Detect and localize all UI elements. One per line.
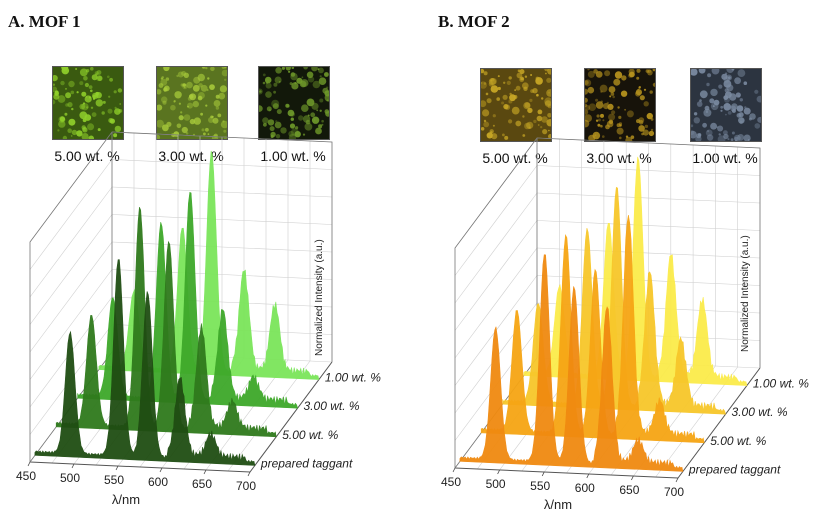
mof1-xtick-mark [247, 471, 251, 477]
mof1-xtick-label: 650 [192, 477, 212, 491]
mof1-xtick-label: 500 [60, 471, 80, 485]
mof2-xtick-mark [586, 473, 590, 479]
mof1-xtick-label: 700 [236, 479, 256, 493]
mof2-image-label-1wt: 1.00 wt. % [692, 150, 758, 166]
mof1-image-3wt [156, 66, 228, 140]
mof1-image-label-5wt: 5.00 wt. % [54, 148, 120, 164]
mof1-sidewall-grid [29, 159, 113, 270]
mof1-series-label: 5.00 wt. % [282, 428, 338, 442]
mof2-xtick-label: 450 [441, 475, 461, 489]
mof1-image-label-3wt: 3.00 wt. % [158, 148, 224, 164]
mof2-spectrum-5-00-wt- [480, 214, 705, 444]
mof2-backwall-hgrid [536, 192, 761, 204]
mof1-image-label-1wt: 1.00 wt. % [260, 148, 326, 164]
mof1-series-label: prepared taggant [260, 456, 353, 470]
mof2-backwall-hgrid [536, 220, 761, 231]
mof1-backwall-hgrid [111, 241, 333, 253]
mof2-xtick-label: 650 [619, 483, 639, 497]
mof1-sidewall-grid [29, 241, 113, 353]
mof1-backwall-hgrid [111, 214, 333, 225]
mof2-xtick-label: 550 [530, 479, 550, 493]
mof2-series-label: prepared taggant [688, 462, 781, 476]
mof2-zaxis-label: Normalized Intensity (a.u.) [740, 235, 751, 352]
panel-b-title: B. MOF 2 [438, 12, 510, 31]
mof1-backwall-hgrid [111, 269, 333, 280]
mof2-xtick-mark [452, 467, 456, 473]
mof1-image-5wt [52, 66, 124, 140]
mof2-image-5wt [480, 68, 552, 142]
mof2-floor-grid [633, 365, 716, 477]
mof2-series-label: 1.00 wt. % [753, 377, 809, 391]
mof1-xtick-label: 450 [16, 469, 36, 483]
mof2-sidewall-grid [454, 165, 538, 276]
mof2-floor-grid [655, 366, 738, 478]
mof2-xaxis-label: λ/nm [544, 497, 572, 512]
mof2-xtick-mark [631, 475, 634, 481]
mof2-sidewall-grid [454, 247, 538, 359]
mof2-sidewall-grid [454, 220, 538, 331]
mof1-backwall-hgrid [111, 159, 333, 170]
mof1-sidewall-grid [29, 186, 113, 298]
mof2-backwall-hgrid [536, 247, 761, 259]
mof2-spectrum-prepared-taggant [459, 254, 684, 472]
mof2-series-label: 5.00 wt. % [710, 434, 766, 448]
mof2-sidewall-grid [454, 192, 538, 304]
mof1-spectrum-3-00-wt- [77, 191, 299, 409]
mof2-image-1wt [690, 68, 762, 142]
mof2-xtick-mark [497, 469, 500, 475]
mof1-spectrum-1-00-wt- [98, 150, 320, 380]
mof1-sidewall-grid [29, 214, 113, 325]
mof1-series-label: 3.00 wt. % [304, 399, 360, 413]
mof1-xtick-mark [27, 461, 31, 467]
mof2-xtick-mark [675, 477, 679, 483]
mof1-xtick-mark [203, 469, 207, 475]
mof1-xtick-mark [115, 465, 119, 471]
mof2-spectrum-3-00-wt- [502, 186, 727, 415]
mof1-xtick-label: 550 [104, 473, 124, 487]
mof2-image-label-5wt: 5.00 wt. % [482, 150, 548, 166]
mof2-spectrum-1-00-wt- [523, 156, 748, 386]
mof1-spectrum-prepared-taggant [34, 259, 256, 466]
mof1-floor-grid [227, 360, 311, 472]
mof2-xtick-label: 600 [575, 481, 595, 495]
mof2-xtick-mark [541, 471, 545, 477]
mof1-zaxis-label: Normalized Intensity (a.u.) [314, 239, 325, 356]
mof1-spectrum-5-00-wt- [55, 206, 277, 438]
mof1-xaxis-label: λ/nm [112, 492, 140, 507]
mof2-series-label: 3.00 wt. % [732, 405, 788, 419]
mof1-backwall-hgrid [111, 186, 333, 198]
mof1-sidewall-grid [29, 269, 113, 380]
mof1-xtick-mark [159, 467, 163, 473]
mof1-xtick-mark [71, 463, 75, 469]
mof2-image-label-3wt: 3.00 wt. % [586, 150, 652, 166]
mof2-backwall-hgrid [536, 165, 761, 176]
mof2-xtick-label: 700 [664, 485, 684, 499]
mof2-xtick-label: 500 [486, 477, 506, 491]
mof1-xtick-label: 600 [148, 475, 168, 489]
mof1-series-label: 1.00 wt. % [325, 371, 381, 385]
mof1-floor-grid [205, 359, 289, 471]
mof1-image-1wt [258, 66, 330, 140]
mof2-image-3wt [584, 68, 656, 142]
panel-a-title: A. MOF 1 [8, 12, 81, 31]
